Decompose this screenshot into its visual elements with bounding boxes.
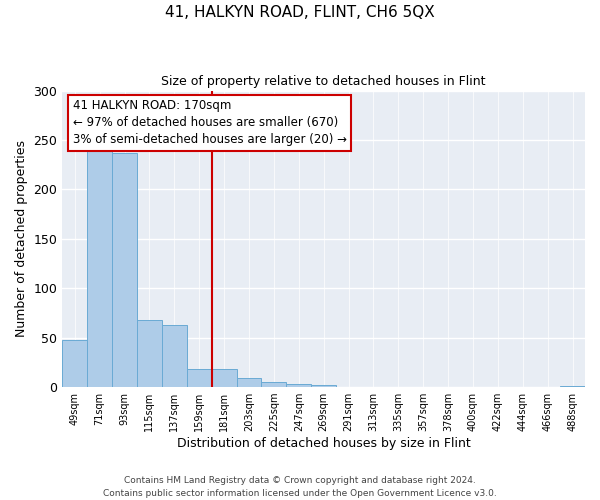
Title: Size of property relative to detached houses in Flint: Size of property relative to detached ho… [161,75,486,88]
Bar [187,370,212,387]
Bar [560,386,585,387]
X-axis label: Distribution of detached houses by size in Flint: Distribution of detached houses by size … [177,437,470,450]
Bar [162,325,187,387]
Text: 41 HALKYN ROAD: 170sqm
← 97% of detached houses are smaller (670)
3% of semi-det: 41 HALKYN ROAD: 170sqm ← 97% of detached… [73,100,347,146]
Text: Contains HM Land Registry data © Crown copyright and database right 2024.
Contai: Contains HM Land Registry data © Crown c… [103,476,497,498]
Text: 41, HALKYN ROAD, FLINT, CH6 5QX: 41, HALKYN ROAD, FLINT, CH6 5QX [165,5,435,20]
Bar [236,378,262,387]
Bar [112,153,137,387]
Bar [286,384,311,387]
Bar [62,340,87,387]
Bar [212,370,236,387]
Bar [87,140,112,387]
Bar [137,320,162,387]
Y-axis label: Number of detached properties: Number of detached properties [15,140,28,338]
Bar [311,385,336,387]
Bar [262,382,286,387]
